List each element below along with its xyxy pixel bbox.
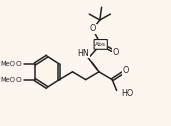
Text: Abs: Abs — [95, 42, 106, 47]
FancyBboxPatch shape — [94, 40, 107, 49]
Text: O: O — [15, 61, 21, 67]
Text: O: O — [113, 48, 119, 57]
Text: O: O — [90, 24, 96, 33]
Text: MeO: MeO — [0, 77, 15, 83]
Text: HO: HO — [121, 89, 133, 98]
Text: HN: HN — [77, 49, 89, 58]
Text: O: O — [15, 77, 21, 83]
Text: O: O — [122, 66, 129, 75]
Text: MeO: MeO — [0, 61, 15, 67]
